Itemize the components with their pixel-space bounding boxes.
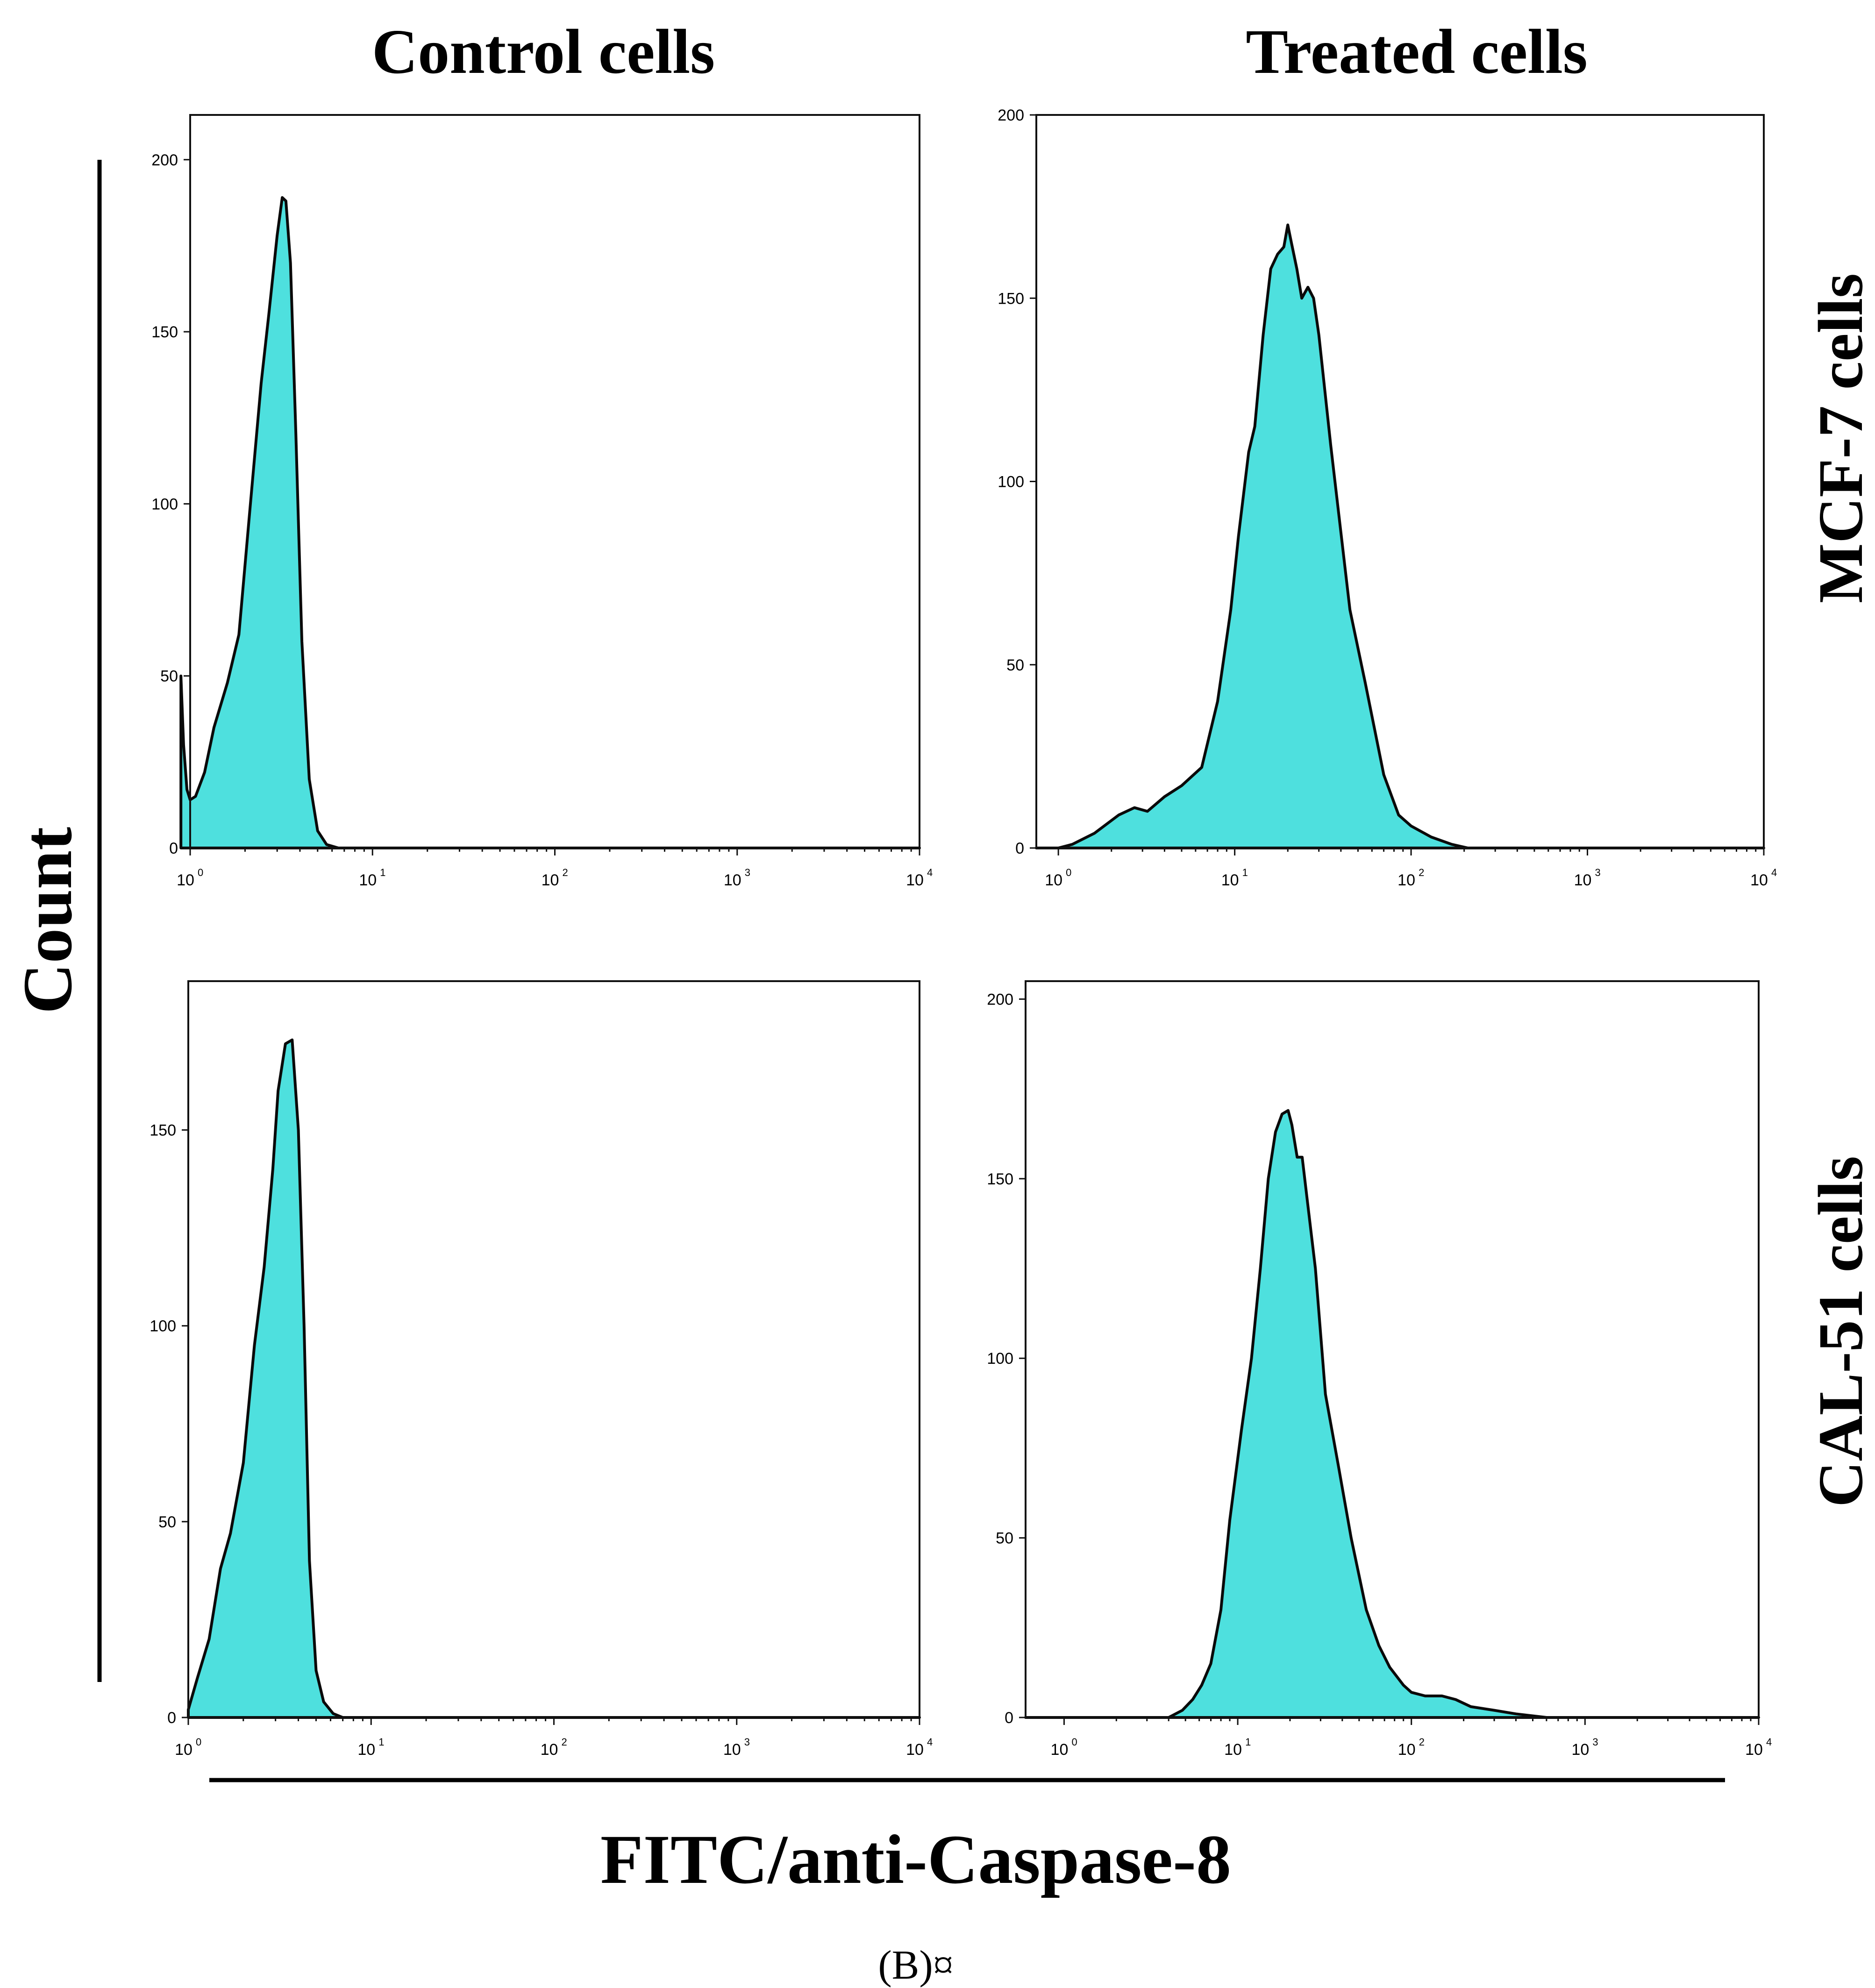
x-tick-exponent: 1	[1242, 867, 1248, 878]
row-title-cal51: CAL-51 cells	[1806, 1156, 1875, 1507]
y-tick-label: 100	[998, 473, 1024, 491]
x-tick-exponent: 0	[198, 867, 203, 878]
figure-caption: (B)¤	[878, 1943, 953, 1988]
x-tick-exponent: 1	[378, 1736, 384, 1748]
x-tick-exponent: 0	[196, 1736, 201, 1748]
x-tick-exponent: 2	[1419, 1736, 1425, 1748]
y-tick-label: 200	[151, 151, 178, 169]
x-tick-exponent: 0	[1071, 1736, 1077, 1748]
y-tick-label: 150	[150, 1122, 176, 1140]
x-tick-label: 10	[1571, 1741, 1589, 1759]
x-tick-exponent: 2	[1419, 867, 1424, 878]
x-tick-label: 10	[1224, 1741, 1242, 1759]
x-tick-exponent: 3	[1592, 1736, 1598, 1748]
column-title-treated: Treated cells	[1246, 17, 1587, 87]
y-tick-label: 50	[160, 668, 178, 685]
x-tick-exponent: 2	[562, 1736, 567, 1748]
x-tick-label: 10	[1045, 871, 1062, 889]
histogram-area	[187, 1038, 921, 1719]
y-tick-label: 200	[998, 107, 1024, 124]
histogram-area	[1035, 223, 1765, 849]
x-tick-label: 10	[359, 871, 377, 889]
y-tick-label: 200	[987, 990, 1013, 1008]
y-tick-label: 50	[158, 1513, 176, 1531]
x-tick-label: 10	[1574, 871, 1592, 889]
y-axis-title: Count	[9, 827, 86, 1014]
x-tick-exponent: 1	[380, 867, 385, 878]
x-tick-label: 10	[1051, 1741, 1069, 1759]
x-tick-label: 10	[542, 871, 559, 889]
x-tick-label: 10	[357, 1741, 375, 1759]
x-tick-label: 10	[1398, 1741, 1416, 1759]
histogram-area	[1024, 1109, 1760, 1719]
x-tick-label: 10	[723, 1741, 741, 1759]
x-tick-exponent: 3	[1595, 867, 1601, 878]
x-tick-label: 10	[724, 871, 741, 889]
y-tick-label: 0	[167, 1709, 176, 1727]
x-tick-label: 10	[177, 871, 194, 889]
x-tick-label: 10	[1750, 871, 1768, 889]
y-tick-label: 150	[987, 1170, 1013, 1188]
x-tick-exponent: 2	[563, 867, 568, 878]
y-tick-label: 0	[169, 840, 178, 857]
x-tick-label: 10	[906, 1741, 924, 1759]
x-tick-exponent: 4	[1766, 1736, 1772, 1748]
y-tick-label: 150	[998, 290, 1024, 307]
x-tick-exponent: 3	[745, 867, 750, 878]
y-tick-label: 0	[1015, 840, 1024, 857]
x-tick-label: 10	[175, 1741, 192, 1759]
x-tick-exponent: 1	[1245, 1736, 1251, 1748]
x-tick-exponent: 0	[1066, 867, 1071, 878]
x-tick-exponent: 4	[927, 1736, 933, 1748]
y-tick-label: 50	[996, 1530, 1013, 1547]
y-tick-label: 50	[1006, 656, 1024, 674]
y-tick-label: 100	[987, 1350, 1013, 1368]
x-tick-label: 10	[541, 1741, 558, 1759]
y-tick-label: 150	[151, 323, 178, 341]
x-tick-exponent: 3	[744, 1736, 750, 1748]
x-tick-label: 10	[1221, 871, 1239, 889]
plot-frame	[1025, 980, 1760, 1718]
x-tick-exponent: 4	[927, 867, 933, 878]
row-title-mcf7: MCF-7 cells	[1806, 273, 1875, 603]
x-tick-exponent: 4	[1771, 867, 1777, 878]
x-tick-label: 10	[906, 871, 924, 889]
plot-frame	[1035, 114, 1765, 849]
y-tick-label: 100	[150, 1318, 176, 1335]
x-axis-title: FITC/anti-Caspase-8	[600, 1821, 1231, 1898]
y-tick-label: 100	[151, 495, 178, 513]
histogram-area	[179, 196, 921, 849]
column-title-control: Control cells	[372, 17, 715, 87]
x-tick-label: 10	[1397, 871, 1415, 889]
y-tick-label: 0	[1005, 1709, 1013, 1727]
x-tick-label: 10	[1745, 1741, 1763, 1759]
